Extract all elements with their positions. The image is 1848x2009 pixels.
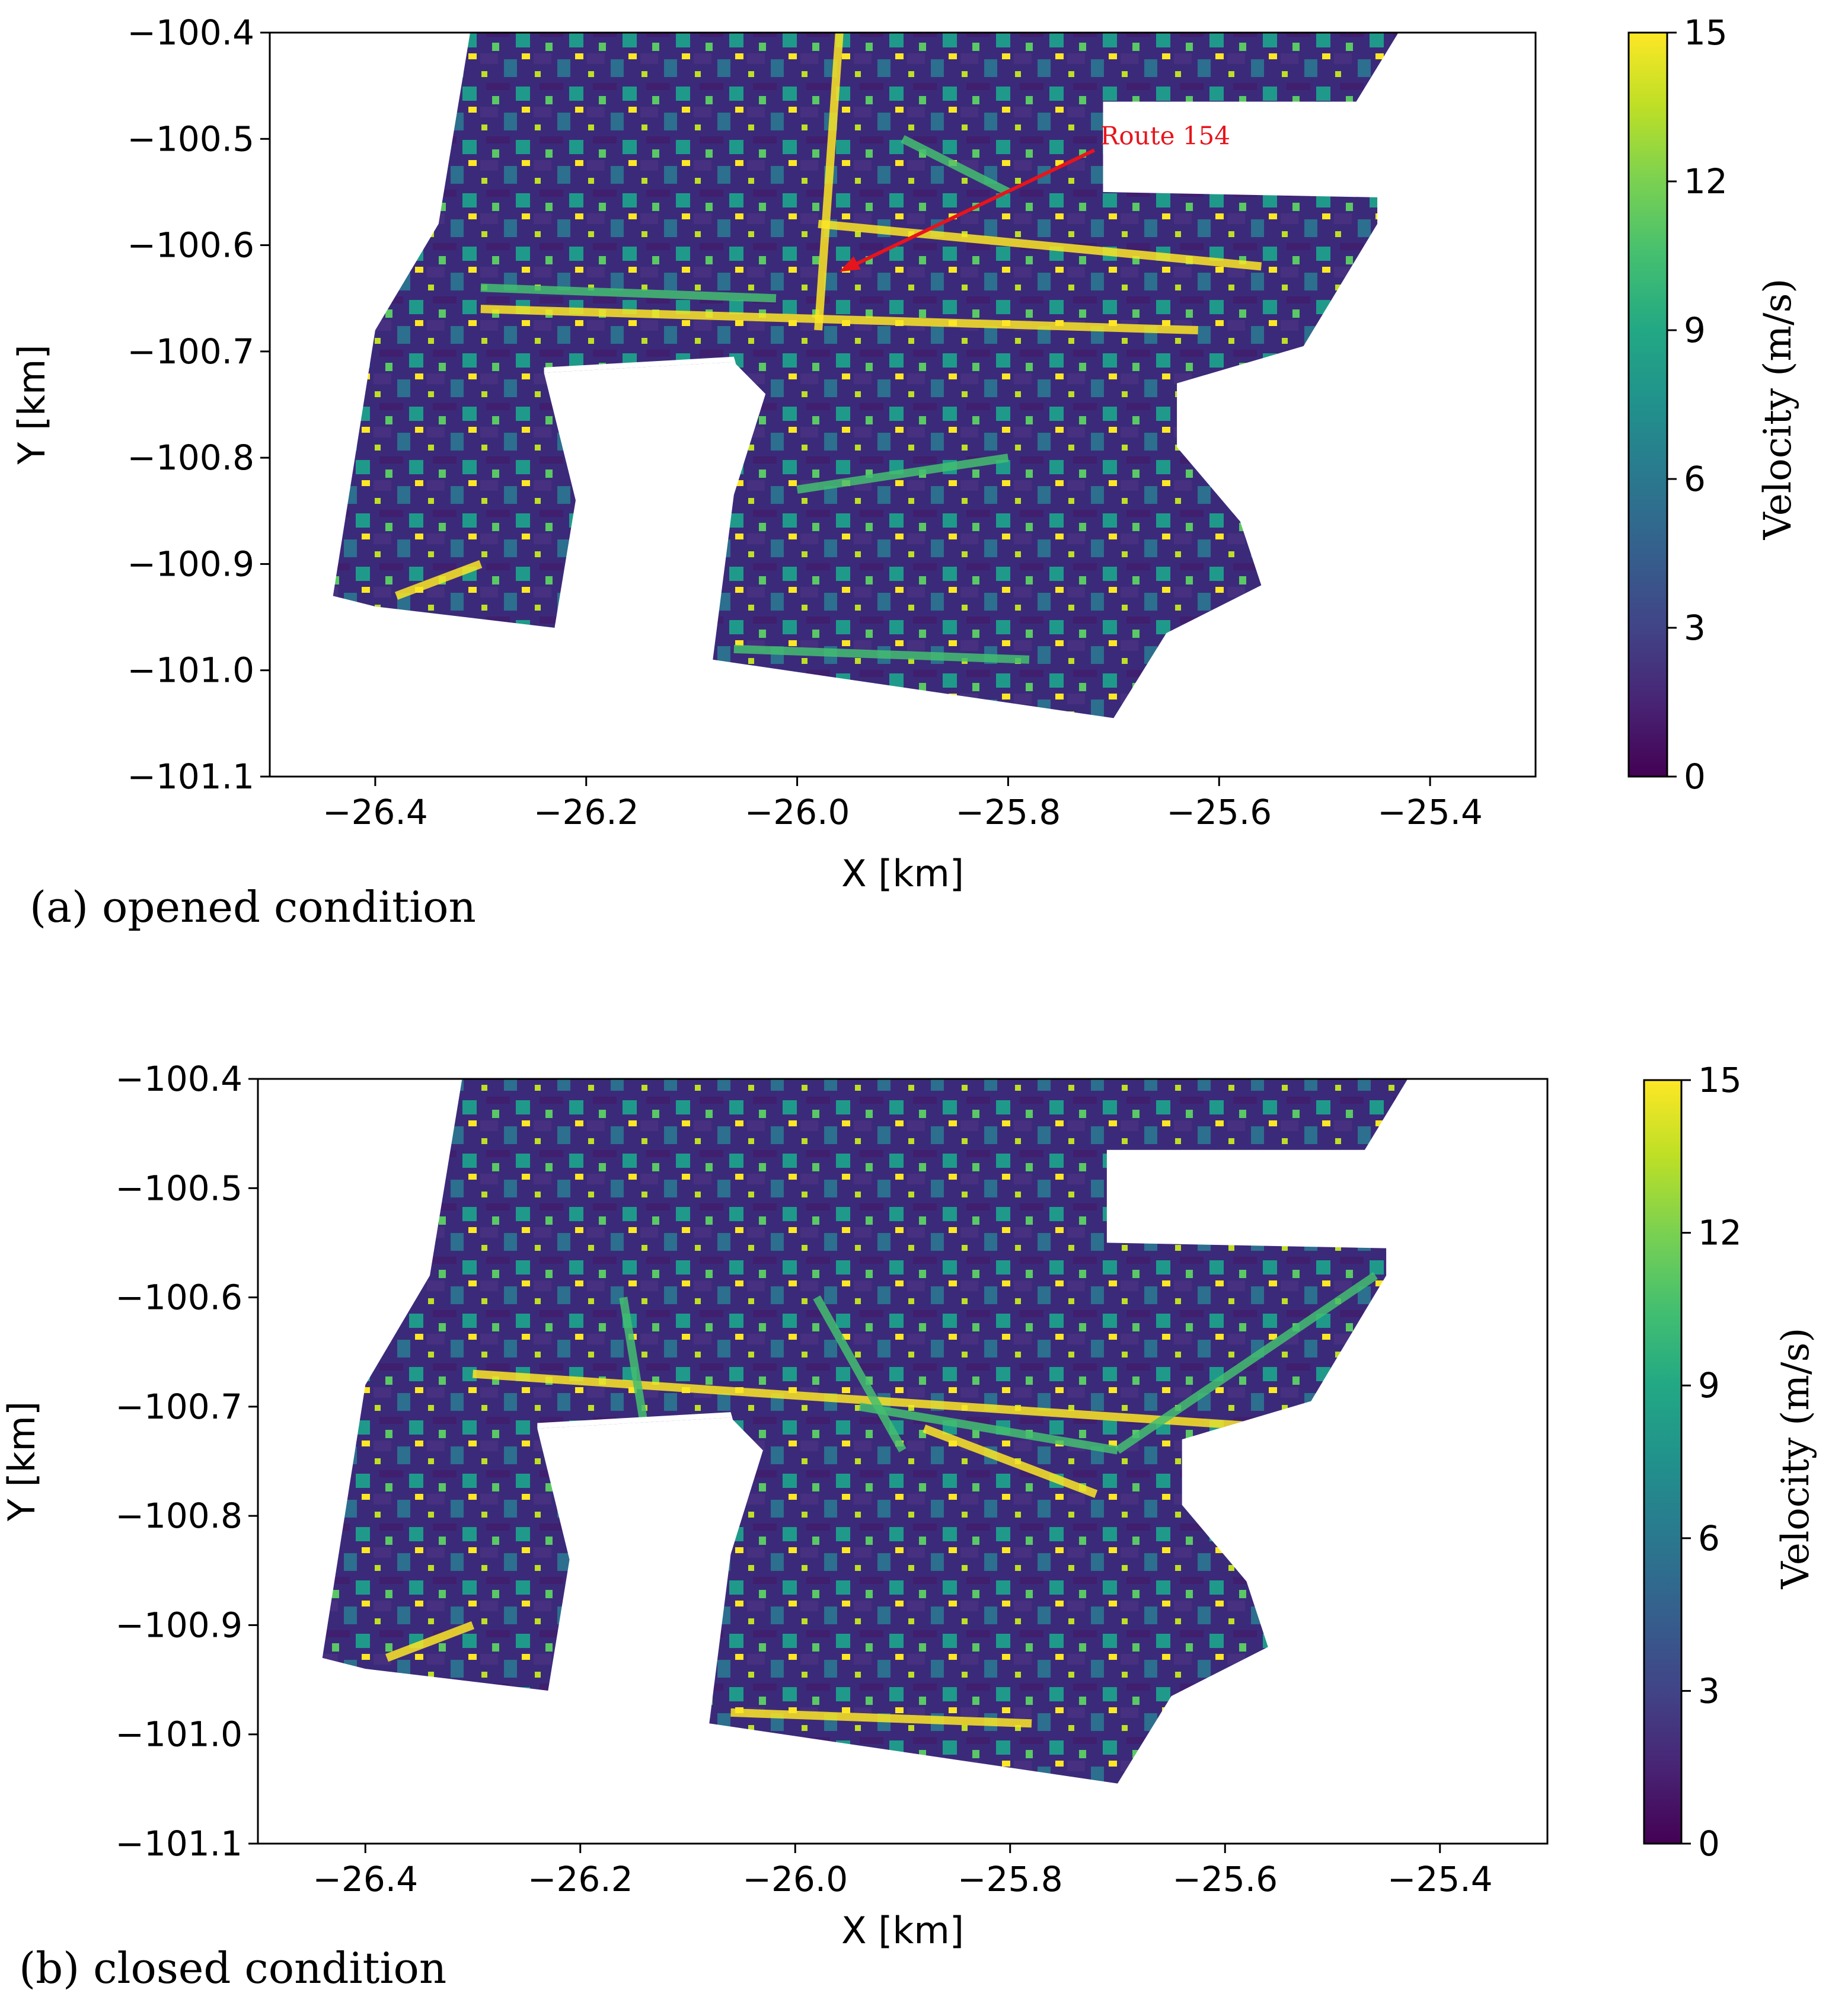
panel-caption: (b) closed condition	[19, 1943, 446, 1993]
y-axis-label: Y [km]	[0, 1401, 43, 1522]
no-data-region	[544, 356, 745, 500]
plot-frame	[269, 31, 1537, 778]
velocity-streak	[619, 1296, 649, 1429]
velocity-streak	[901, 135, 1010, 196]
colorbar-tick-label: 3	[1698, 1671, 1720, 1711]
x-tick-label: −25.4	[1387, 1859, 1493, 1899]
plot-frame	[257, 1078, 1549, 1845]
velocity-streak	[385, 1621, 474, 1662]
velocity-field	[333, 33, 1399, 718]
velocity-streak	[733, 644, 1030, 664]
y-tick-label: −100.4	[127, 12, 254, 53]
colorbar-tick-label: 15	[1684, 12, 1728, 53]
x-tick-label: −26.2	[528, 1859, 633, 1899]
velocity-streak	[923, 1424, 1098, 1498]
y-axis-label: Y [km]	[10, 344, 53, 465]
velocity-streak	[480, 305, 1198, 334]
y-tick-label: −100.6	[127, 225, 254, 266]
colorbar-tick-label: 6	[1698, 1518, 1720, 1558]
velocity-streak	[473, 1369, 1290, 1433]
x-tick-label: −26.0	[745, 792, 850, 832]
y-tick-label: −100.5	[127, 119, 254, 159]
colorbar-tick-label: 0	[1684, 756, 1706, 797]
panel-a: −26.4 −26.2 −26.0 −25.8 −25.6 −25.4 −100.4 −100…	[10, 12, 1800, 932]
velocity-streak	[1115, 1272, 1378, 1454]
velocity-streak	[730, 1708, 1032, 1728]
panel-b: −26.4 −26.2 −26.0 −25.8 −25.6 −25.4 −100.4 −100…	[0, 1059, 1818, 1993]
x-tick-label: −25.6	[1166, 792, 1272, 832]
y-tick-label: −100.9	[115, 1605, 242, 1645]
colorbar	[1627, 31, 1668, 778]
y-tick-label: −100.4	[115, 1059, 242, 1099]
y-tick-label: −101.1	[127, 756, 254, 797]
x-axis-label: X [km]	[841, 1909, 964, 1952]
velocity-streak	[796, 453, 1009, 494]
y-tick-label: −100.9	[127, 544, 254, 584]
x-tick-label: −25.8	[956, 792, 1061, 832]
x-tick-label: −25.6	[1172, 1859, 1278, 1899]
velocity-streak	[814, 33, 844, 331]
x-tick-label: −26.2	[534, 792, 639, 832]
route-arrowhead	[839, 256, 861, 272]
y-tick-label: −100.8	[127, 437, 254, 478]
x-tick-label: −26.4	[323, 792, 428, 832]
colorbar-label: Velocity (m/s)	[1774, 1328, 1818, 1590]
x-axis-label: X [km]	[841, 852, 964, 895]
colorbar	[1643, 1079, 1683, 1845]
panel-caption: (a) opened condition	[30, 882, 476, 932]
colorbar-tick-label: 12	[1684, 161, 1728, 202]
x-tick-label: −26.0	[742, 1859, 848, 1899]
velocity-streak	[395, 560, 483, 600]
colorbar-label: Velocity (m/s)	[1756, 279, 1800, 541]
colorbar-tick-label: 6	[1684, 459, 1706, 499]
colorbar-tick-label: 0	[1698, 1823, 1720, 1864]
y-tick-label: −100.6	[115, 1277, 242, 1318]
y-tick-label: −100.5	[115, 1168, 242, 1208]
velocity-field	[322, 1079, 1408, 1784]
route-arrow	[851, 148, 1096, 268]
y-tick-label: −100.7	[115, 1387, 242, 1427]
colorbar-tick-label: 12	[1698, 1213, 1742, 1253]
x-tick-label: −25.8	[957, 1859, 1063, 1899]
y-tick-label: −101.1	[115, 1823, 242, 1864]
velocity-streak	[480, 283, 777, 303]
route-label: Route 154	[1100, 121, 1230, 150]
colorbar-tick-label: 9	[1684, 310, 1706, 350]
velocity-streak	[818, 219, 1262, 271]
y-tick-label: −101.0	[115, 1714, 242, 1755]
y-tick-label: −100.8	[115, 1496, 242, 1536]
y-tick-label: −100.7	[127, 331, 254, 372]
velocity-streak	[858, 1402, 1119, 1455]
colorbar-tick-label: 9	[1698, 1365, 1720, 1406]
x-tick-label: −26.4	[312, 1859, 418, 1899]
colorbar-tick-label: 3	[1684, 608, 1706, 648]
x-tick-label: −25.4	[1377, 792, 1483, 832]
velocity-streak	[813, 1295, 907, 1453]
no-data-region	[537, 1412, 742, 1560]
colorbar-tick-label: 15	[1698, 1060, 1742, 1100]
y-tick-label: −101.0	[127, 650, 254, 691]
